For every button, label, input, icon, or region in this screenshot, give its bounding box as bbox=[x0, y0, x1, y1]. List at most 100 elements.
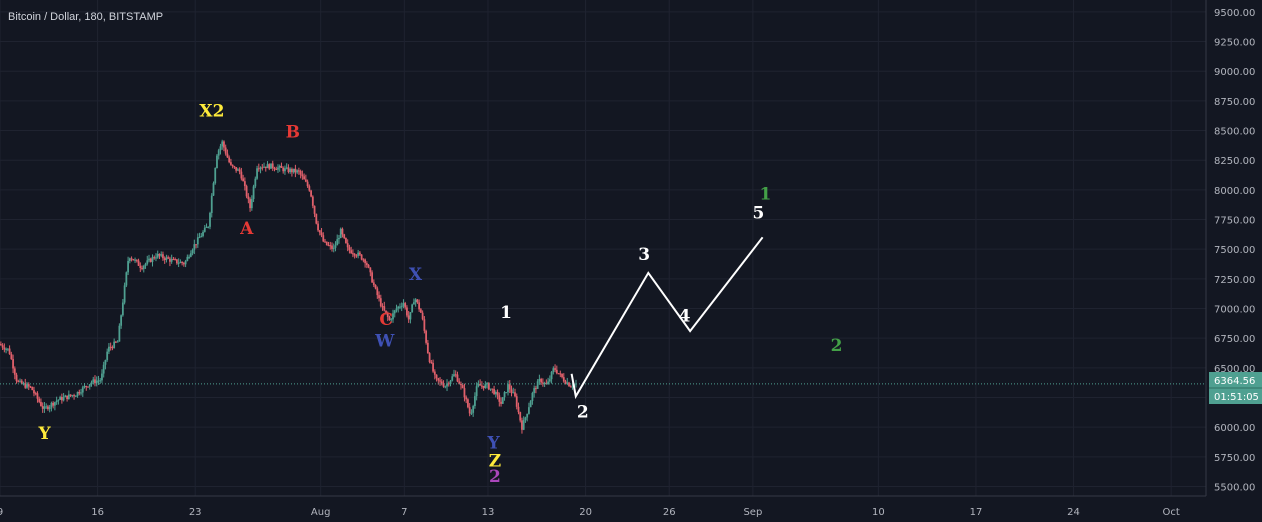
candle-body bbox=[223, 141, 225, 148]
candle-body bbox=[425, 330, 428, 343]
candle-body bbox=[141, 267, 143, 269]
candle-body bbox=[529, 400, 532, 408]
candle-body bbox=[505, 392, 508, 394]
candle-body bbox=[163, 258, 166, 260]
candle-body bbox=[205, 226, 208, 228]
price-tick-label: 7750.00 bbox=[1214, 216, 1255, 227]
candle-body bbox=[297, 170, 300, 172]
candle-body bbox=[114, 341, 117, 343]
candle-body bbox=[155, 257, 157, 259]
candle-body bbox=[374, 284, 377, 289]
candle-body bbox=[564, 381, 567, 384]
candle-body bbox=[158, 253, 161, 256]
candle-body bbox=[341, 228, 344, 235]
candle-body bbox=[522, 420, 525, 430]
candle-body bbox=[270, 163, 272, 169]
candle-body bbox=[151, 257, 154, 262]
candle-body bbox=[472, 406, 475, 413]
candle-body bbox=[566, 382, 569, 384]
wave-label: A bbox=[239, 219, 254, 239]
candle-body bbox=[238, 169, 241, 172]
candle-body bbox=[5, 348, 7, 350]
candle-body bbox=[240, 171, 243, 179]
candle-body bbox=[12, 359, 14, 369]
candle-body bbox=[479, 384, 482, 386]
candle-body bbox=[543, 382, 546, 384]
candle-body bbox=[463, 388, 466, 398]
candle-body bbox=[6, 348, 9, 350]
candle-body bbox=[156, 253, 159, 258]
candle-body bbox=[317, 223, 319, 231]
candle-body bbox=[128, 258, 131, 261]
candle-body bbox=[386, 313, 389, 317]
candle-body bbox=[484, 384, 487, 388]
candle-body bbox=[142, 265, 145, 269]
candle-body bbox=[303, 176, 306, 180]
candle-body bbox=[235, 167, 238, 171]
projection-path bbox=[570, 236, 764, 400]
candle-body bbox=[242, 178, 245, 182]
time-axis-panel bbox=[0, 496, 1262, 522]
time-tick-label: 9 bbox=[0, 507, 3, 518]
candle-body bbox=[175, 259, 178, 264]
candle-body bbox=[383, 306, 386, 311]
candle-body bbox=[10, 354, 13, 360]
candle-body bbox=[346, 243, 349, 248]
candle-body bbox=[547, 381, 550, 385]
candle-body bbox=[160, 254, 163, 256]
price-tick-label: 8000.00 bbox=[1214, 186, 1255, 197]
candle-body bbox=[214, 168, 217, 184]
candle-body bbox=[521, 420, 523, 430]
candle-body bbox=[358, 252, 361, 255]
candle-body bbox=[277, 167, 279, 170]
candle-body bbox=[62, 397, 65, 401]
candle-body bbox=[418, 302, 421, 310]
candle-body bbox=[568, 382, 570, 387]
candle-body bbox=[167, 257, 170, 259]
candle-body bbox=[207, 226, 210, 228]
candle-body bbox=[392, 313, 394, 320]
price-tick-label: 7250.00 bbox=[1214, 275, 1255, 286]
wave-label: Y bbox=[38, 424, 52, 444]
candle-body bbox=[228, 157, 231, 163]
candle-body bbox=[508, 384, 511, 390]
candle-body bbox=[320, 232, 323, 236]
candle-body bbox=[352, 253, 354, 255]
candle-body bbox=[216, 155, 218, 169]
candle-body bbox=[108, 346, 110, 352]
candle-body bbox=[52, 402, 55, 406]
candle-body bbox=[571, 386, 574, 388]
candle-body bbox=[437, 378, 440, 381]
candle-body bbox=[480, 385, 483, 387]
candle-body bbox=[477, 384, 480, 387]
candle-body bbox=[57, 399, 60, 401]
candle-body bbox=[144, 263, 147, 266]
candle-body bbox=[17, 381, 20, 383]
candle-body bbox=[130, 258, 133, 260]
candle-body bbox=[313, 205, 316, 214]
candle-body bbox=[395, 308, 398, 311]
price-tick-label: 7000.00 bbox=[1214, 305, 1255, 316]
candle-body bbox=[275, 169, 278, 171]
candle-body bbox=[106, 351, 109, 360]
candle-body bbox=[369, 267, 372, 273]
candle-body bbox=[97, 380, 100, 382]
candle-body bbox=[64, 395, 67, 398]
wave-label: Y bbox=[486, 434, 500, 454]
time-axis[interactable]: 9 16 23 Aug 7 13 20 26 Sep 10 17 24 Oct bbox=[0, 507, 1180, 518]
candle-body bbox=[498, 395, 501, 402]
candle-body bbox=[388, 316, 391, 321]
candle-body bbox=[407, 315, 410, 320]
candle-body bbox=[385, 310, 387, 314]
candle-body bbox=[94, 379, 96, 384]
candle-body bbox=[139, 265, 142, 268]
candle-body bbox=[453, 374, 455, 377]
candle-body bbox=[432, 363, 434, 372]
wave-label: 3 bbox=[638, 245, 650, 265]
candle-body bbox=[554, 368, 556, 370]
candle-body bbox=[200, 235, 203, 238]
candle-body bbox=[71, 395, 74, 397]
candle-body bbox=[13, 368, 16, 375]
